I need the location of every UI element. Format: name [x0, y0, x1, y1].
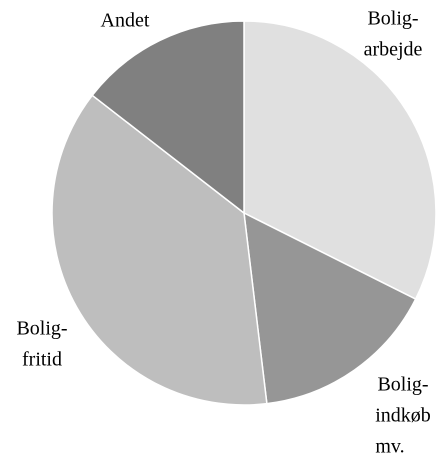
slice-label: indkøb: [375, 405, 431, 427]
slice-label: Andet: [101, 10, 150, 32]
slice-label: Bolig-: [377, 374, 428, 396]
slice-label: fritid: [22, 349, 62, 371]
pie-slice: [243, 211, 417, 405]
slice-label: Bolig-: [16, 318, 67, 340]
pie-slice: [51, 94, 268, 406]
pie-slice: [91, 20, 245, 215]
slice-label: Bolig-: [367, 8, 418, 30]
slice-label: arbejde: [364, 39, 423, 61]
slice-label: mv.: [375, 436, 404, 458]
pie-slice: [243, 20, 437, 301]
